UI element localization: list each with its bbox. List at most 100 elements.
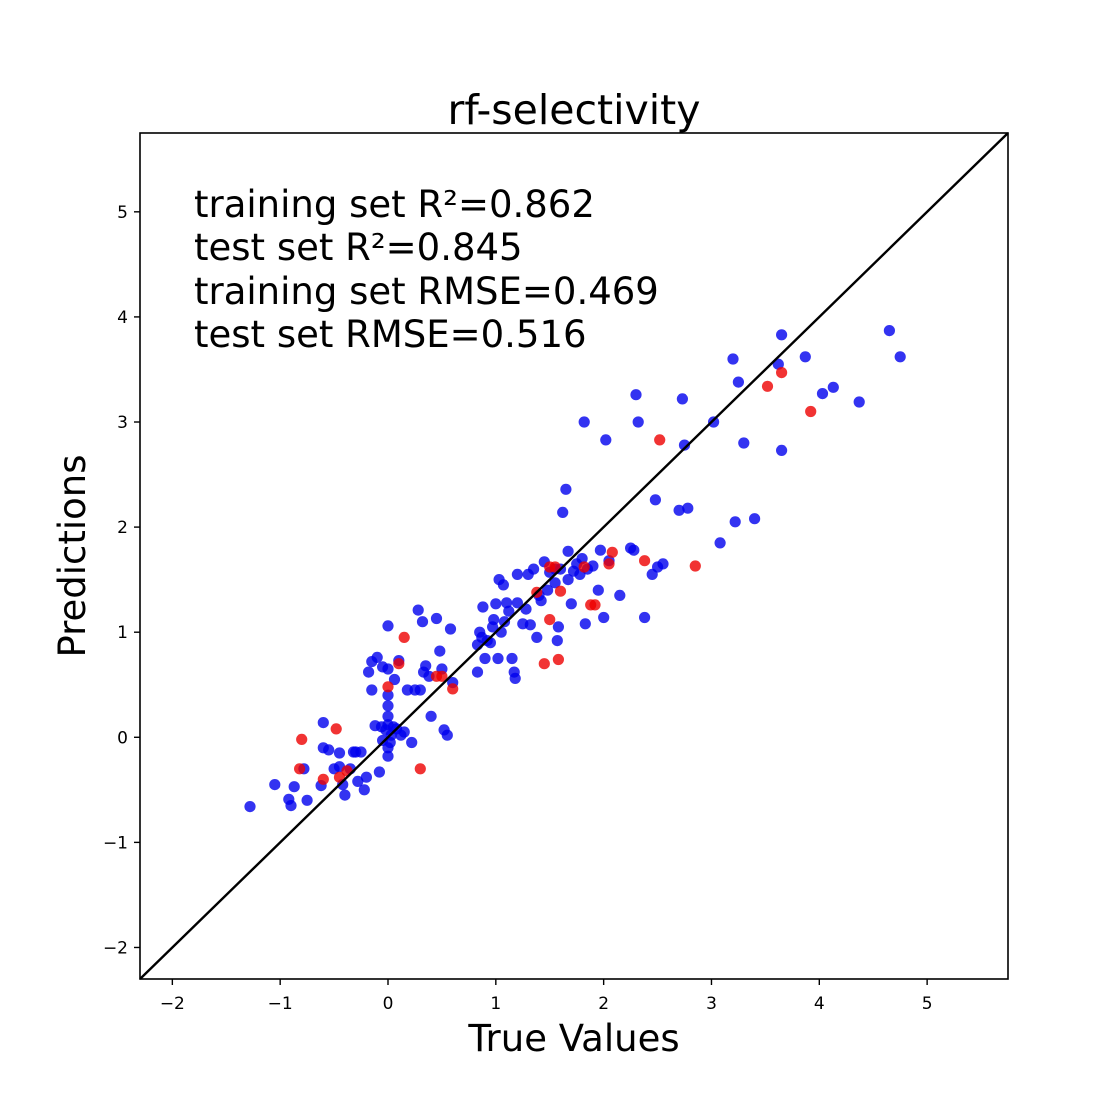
training-point <box>738 437 749 448</box>
training-point <box>374 766 385 777</box>
test-point <box>607 547 618 558</box>
stat-test-rmse: test set RMSE=0.516 <box>194 313 587 356</box>
x-tick-label: −2 <box>160 994 185 1014</box>
training-point <box>406 737 417 748</box>
test-point <box>331 723 342 734</box>
y-axis-label: Predictions <box>51 454 94 657</box>
training-point <box>399 726 410 737</box>
training-point <box>633 416 644 427</box>
training-point <box>445 623 456 634</box>
training-point <box>614 590 625 601</box>
training-point <box>715 537 726 548</box>
training-point <box>426 711 437 722</box>
test-point <box>579 561 590 572</box>
training-point <box>512 569 523 580</box>
training-point <box>708 416 719 427</box>
training-point <box>479 653 490 664</box>
training-point <box>650 494 661 505</box>
training-point <box>359 784 370 795</box>
training-point <box>498 579 509 590</box>
stat-train-r2: training set R²=0.862 <box>194 183 595 226</box>
test-point <box>603 558 614 569</box>
x-axis-label: True Values <box>467 1017 679 1060</box>
training-point <box>382 620 393 631</box>
training-point <box>776 445 787 456</box>
training-point <box>639 612 650 623</box>
stat-test-r2: test set R²=0.845 <box>194 226 523 269</box>
chart-title: rf-selectivity <box>447 86 700 134</box>
test-point <box>589 599 600 610</box>
training-point <box>677 393 688 404</box>
training-point <box>420 660 431 671</box>
training-point <box>490 598 501 609</box>
x-tick-label: 1 <box>490 994 501 1014</box>
training-point <box>628 545 639 556</box>
test-point <box>393 658 404 669</box>
training-point <box>488 614 499 625</box>
test-point <box>294 763 305 774</box>
training-point <box>657 558 668 569</box>
training-point <box>854 396 865 407</box>
training-point <box>382 663 393 674</box>
training-point <box>828 382 839 393</box>
test-point <box>776 367 787 378</box>
training-point <box>800 351 811 362</box>
training-point <box>431 613 442 624</box>
training-point <box>355 746 366 757</box>
training-point <box>884 325 895 336</box>
training-point <box>563 546 574 557</box>
y-tick-label: 0 <box>117 728 128 748</box>
test-point <box>654 434 665 445</box>
y-tick-label: −1 <box>103 833 128 853</box>
training-point <box>318 717 329 728</box>
test-point <box>544 614 555 625</box>
x-tick-label: 0 <box>383 994 394 1014</box>
test-point <box>318 774 329 785</box>
y-tick-label: 1 <box>117 623 128 643</box>
test-point <box>553 654 564 665</box>
training-point <box>413 605 424 616</box>
y-tick-label: 5 <box>117 203 128 223</box>
test-point <box>762 381 773 392</box>
training-point <box>382 711 393 722</box>
training-point <box>269 779 280 790</box>
test-point <box>296 734 307 745</box>
y-tick-label: 2 <box>117 518 128 538</box>
training-point <box>566 598 577 609</box>
x-tick-label: 4 <box>814 994 825 1014</box>
training-point <box>730 516 741 527</box>
test-point <box>382 681 393 692</box>
training-point <box>244 801 255 812</box>
training-point <box>557 507 568 518</box>
training-point <box>749 513 760 524</box>
training-point <box>285 800 296 811</box>
training-point <box>510 673 521 684</box>
training-point <box>339 790 350 801</box>
x-tick-label: −1 <box>268 994 293 1014</box>
training-point <box>417 616 428 627</box>
training-point <box>492 653 503 664</box>
training-point <box>363 667 374 678</box>
training-point <box>727 353 738 364</box>
training-point <box>560 484 571 495</box>
test-point <box>805 406 816 417</box>
training-point <box>600 434 611 445</box>
training-point <box>506 653 517 664</box>
training-point <box>499 616 510 627</box>
training-point <box>442 730 453 741</box>
training-point <box>525 619 536 630</box>
training-point <box>733 377 744 388</box>
x-tick-label: 2 <box>598 994 609 1014</box>
training-point <box>531 632 542 643</box>
training-point <box>323 744 334 755</box>
stat-train-rmse: training set RMSE=0.469 <box>194 270 659 313</box>
training-point <box>477 601 488 612</box>
y-tick-label: 3 <box>117 413 128 433</box>
training-point <box>817 388 828 399</box>
training-point <box>528 564 539 575</box>
training-point <box>682 503 693 514</box>
test-point <box>415 763 426 774</box>
test-point <box>539 658 550 669</box>
training-point <box>334 747 345 758</box>
